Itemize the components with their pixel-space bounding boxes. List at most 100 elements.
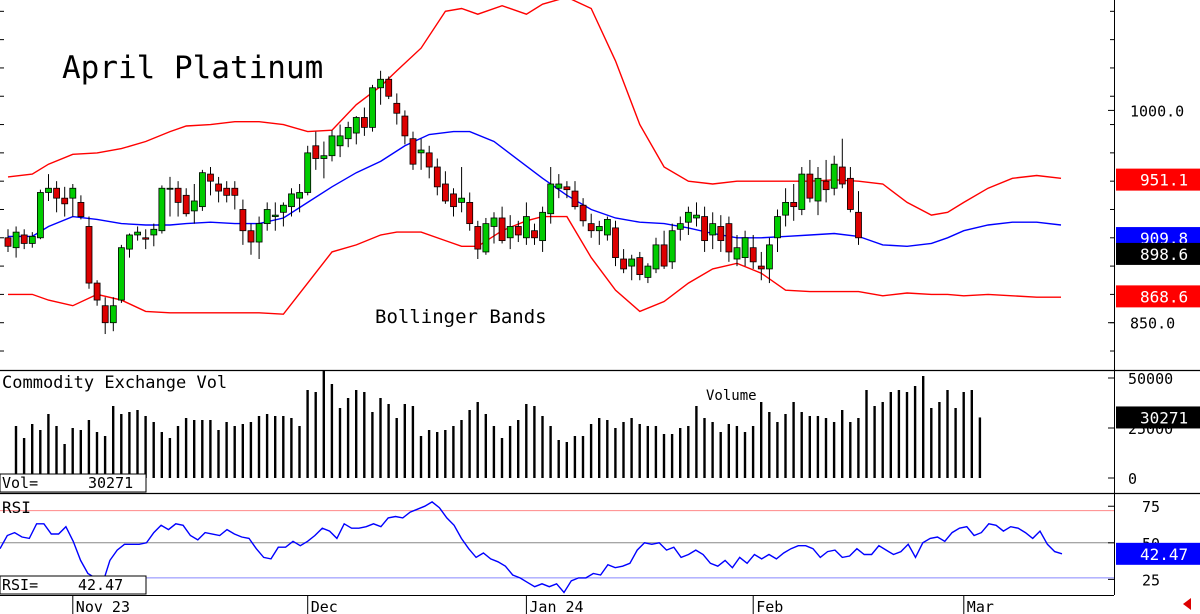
candle — [498, 206, 506, 244]
candle-body — [595, 226, 603, 232]
price-tag — [1116, 285, 1200, 308]
candle-body — [523, 216, 530, 239]
candle-body — [474, 226, 482, 250]
volume-panel: Vol= 30271 — [0, 370, 982, 493]
candle — [417, 138, 425, 170]
candle — [676, 216, 684, 241]
candle — [814, 167, 822, 216]
candle-body — [798, 173, 806, 210]
candle — [539, 206, 546, 252]
x-axis-label: Feb — [756, 598, 783, 614]
candle — [4, 229, 12, 252]
candle — [304, 145, 312, 196]
candle-body — [830, 163, 838, 189]
candle-body — [733, 247, 741, 260]
candle-body — [757, 265, 765, 270]
candle-body — [855, 211, 862, 239]
candle — [725, 216, 733, 262]
candle-body — [369, 87, 376, 128]
candle-body — [563, 186, 571, 191]
candle — [45, 174, 52, 201]
rsi-readout-box — [0, 575, 147, 595]
candle-body — [725, 223, 733, 253]
candle-body — [838, 166, 846, 185]
candle — [166, 176, 174, 217]
candle-body — [198, 172, 206, 208]
candle-body — [344, 126, 352, 140]
candle — [401, 110, 409, 145]
candle — [506, 215, 514, 250]
candle-body — [174, 187, 182, 203]
candle — [352, 116, 360, 145]
candle-body — [498, 217, 506, 242]
candle-body — [782, 201, 789, 216]
candle — [263, 202, 271, 231]
candle-body — [766, 244, 773, 270]
candle — [749, 234, 757, 269]
candle-body — [134, 231, 142, 236]
candle — [12, 226, 20, 258]
candle-body — [409, 138, 417, 165]
candle — [239, 199, 247, 245]
price-tag-label: 868.6 — [1140, 287, 1188, 306]
candle-body — [417, 149, 425, 154]
candle — [466, 192, 474, 231]
candle — [620, 249, 627, 274]
rsi-readout-label: RSI= — [2, 576, 38, 594]
candle — [806, 159, 814, 203]
candle — [198, 169, 206, 211]
candle — [296, 184, 304, 213]
candle — [531, 223, 538, 245]
candle — [320, 141, 328, 179]
rsi-panel-title: RSI — [2, 498, 31, 517]
candle — [336, 124, 344, 158]
candle — [474, 220, 482, 260]
volume-y-tick-label: 0 — [1128, 470, 1137, 488]
candle — [53, 181, 60, 213]
volume-readout-value: 30271 — [88, 474, 133, 492]
candle-body — [393, 102, 401, 114]
candle — [644, 263, 652, 284]
candle — [628, 254, 636, 281]
candle-body — [604, 218, 611, 236]
candle-body — [701, 216, 708, 242]
candle-body — [377, 78, 385, 89]
candle-body — [190, 200, 198, 212]
candle-body — [482, 223, 490, 253]
candle — [822, 159, 830, 203]
candle — [28, 232, 36, 248]
candle-body — [490, 217, 498, 227]
candle-body — [37, 192, 44, 239]
rsi-panel: RSI= 42.47 — [0, 501, 1114, 595]
rsi-y-tick-label: 75 — [1142, 498, 1160, 516]
candle — [555, 174, 563, 199]
candle-body — [806, 173, 814, 199]
candle-body — [506, 226, 514, 239]
volume-tag-label: 30271 — [1140, 408, 1188, 427]
bollinger-bands-annotation: Bollinger Bands — [375, 306, 547, 328]
price-y-tick-label: 1000.0 — [1130, 102, 1184, 120]
candle — [288, 188, 295, 217]
candle — [563, 181, 571, 199]
volume-tag — [1116, 406, 1200, 429]
scroll-left-arrow-icon — [1183, 598, 1191, 610]
bollinger-upper-band — [7, 0, 1062, 216]
candle-body — [579, 204, 587, 222]
candle-body — [636, 257, 644, 275]
candle-body — [20, 234, 28, 244]
candle — [547, 167, 555, 224]
candle-body — [215, 183, 223, 192]
candle-body — [620, 258, 627, 270]
candle — [830, 155, 838, 196]
candle — [636, 251, 644, 281]
candle — [433, 158, 441, 196]
rsi-tag — [1116, 542, 1200, 565]
candle-body — [433, 166, 441, 188]
volume-series-label: Volume — [706, 388, 757, 404]
volume-readout-box — [0, 473, 147, 493]
candle — [142, 229, 150, 250]
candle — [158, 185, 166, 234]
candle — [61, 186, 69, 217]
candle — [701, 206, 708, 252]
candle — [328, 130, 336, 162]
